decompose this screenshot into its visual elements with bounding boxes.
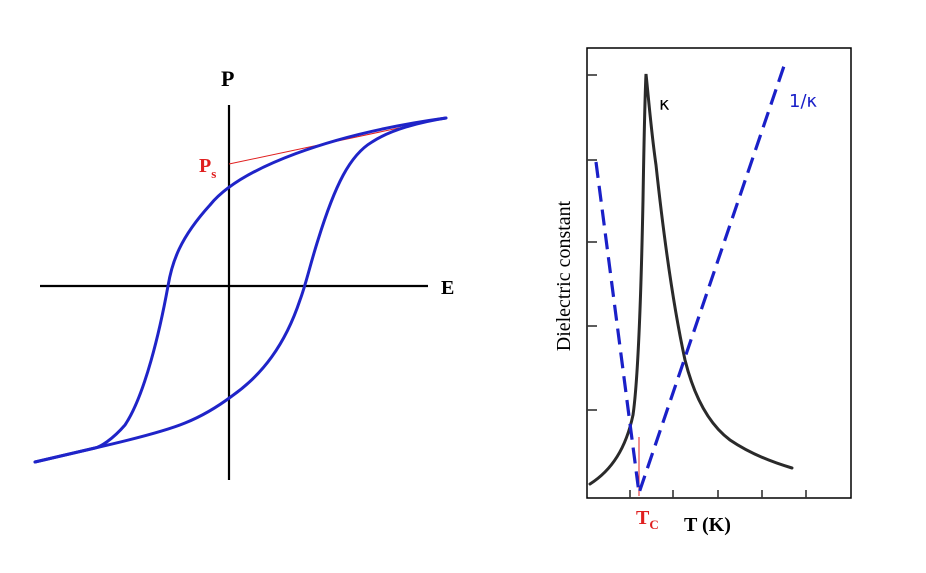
- plot-frame: [586, 47, 852, 499]
- inverse-kappa-curve: [594, 65, 786, 495]
- tc-label-main: T: [636, 507, 650, 529]
- hysteresis-diagram: P E Ps: [33, 66, 454, 480]
- hysteresis-upper-branch: [33, 116, 448, 464]
- x-ticks: [629, 490, 807, 498]
- x-axis-label: T (K): [684, 514, 731, 536]
- saturation-label-main: P: [199, 155, 211, 177]
- saturation-label: Ps: [199, 155, 216, 181]
- y-axis-label: Dielectric constant: [553, 200, 575, 351]
- y-ticks: [587, 74, 597, 411]
- tc-label: TC: [636, 507, 659, 532]
- kappa-curve: [588, 73, 794, 486]
- hysteresis-lower-branch: [33, 116, 448, 464]
- inverse-kappa-label: 1/κ: [789, 91, 818, 112]
- saturation-label-subscript: s: [211, 166, 216, 181]
- e-axis-label: E: [441, 277, 454, 299]
- p-axis-label: P: [221, 66, 234, 91]
- kappa-label: κ: [659, 94, 670, 115]
- dielectric-diagram: κ 1/κ Dielectric constant TC T (K): [553, 47, 852, 536]
- tc-label-subscript: C: [649, 517, 658, 532]
